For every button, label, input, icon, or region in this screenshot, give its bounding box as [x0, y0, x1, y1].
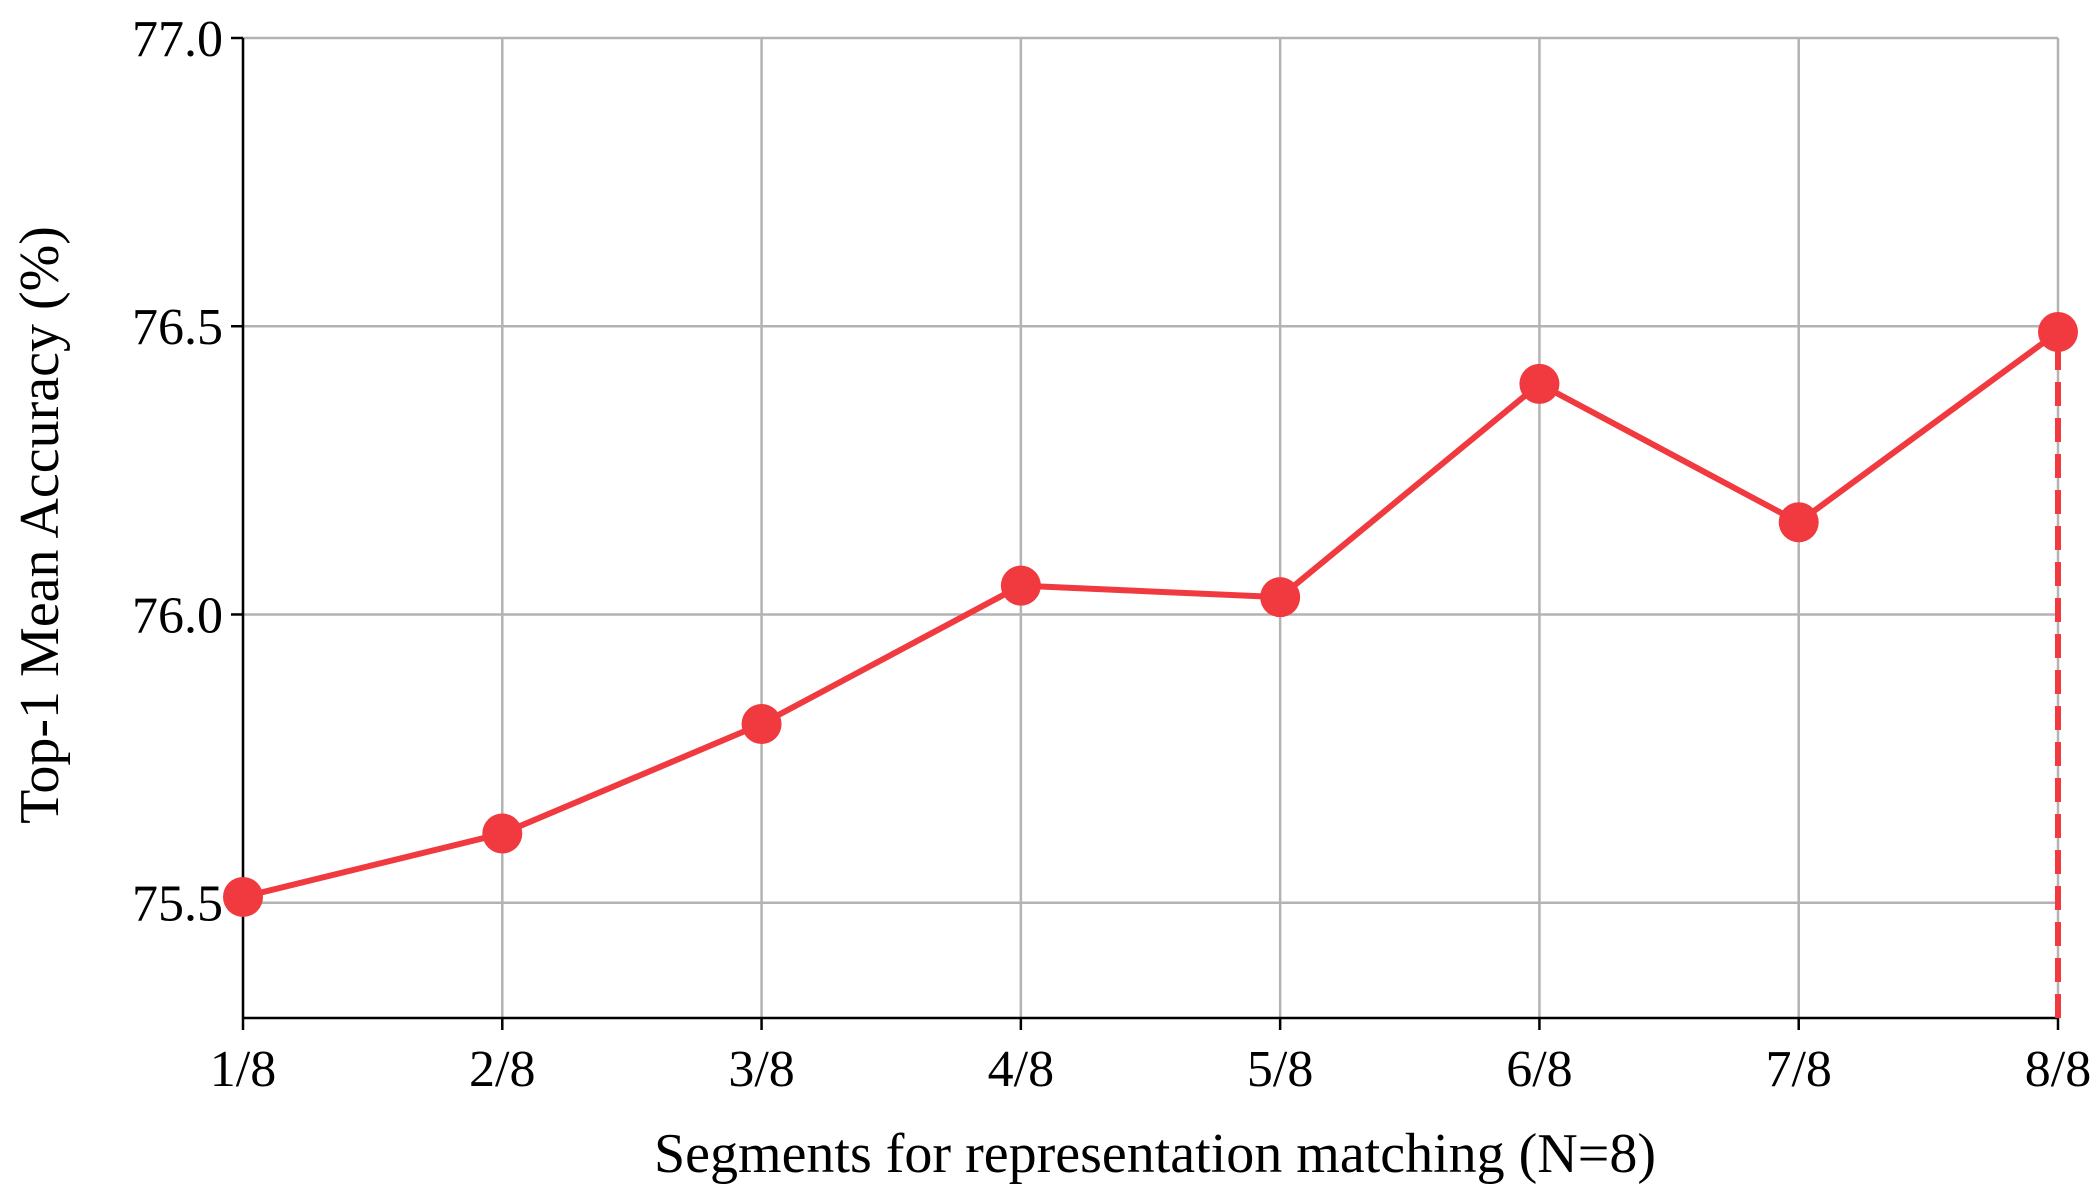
data-point-marker	[223, 876, 263, 917]
x-tick-label: 4/8	[988, 1041, 1054, 1098]
data-point-marker	[1519, 363, 1560, 404]
data-point-marker	[2038, 312, 2078, 352]
x-tick-label: 5/8	[1247, 1041, 1313, 1098]
data-point-marker	[1000, 565, 1041, 606]
y-axis-title: Top-1 Mean Accuracy (%)	[9, 226, 71, 824]
y-tick-label: 76.0	[132, 587, 223, 644]
x-tick-label: 2/8	[469, 1041, 535, 1098]
axes	[231, 36, 2060, 1030]
grid	[241, 36, 2060, 1018]
x-tick-label: 3/8	[728, 1041, 794, 1098]
x-tick-label: 8/8	[2025, 1041, 2091, 1098]
tick-labels: 75.5 76.0 76.5 77.0 1/8 2/8 3/8 4/8 5/8 6/8 7/8 8/8	[132, 11, 2091, 1098]
x-tick-label: 1/8	[210, 1041, 276, 1098]
y-tick-label: 75.5	[132, 876, 223, 933]
data-point-marker	[1778, 502, 1819, 543]
series-line	[240, 329, 2061, 900]
x-tick-label: 7/8	[1765, 1041, 1831, 1098]
data-point-marker	[1260, 577, 1301, 618]
y-tick-label: 76.5	[132, 299, 223, 356]
x-tick-label: 6/8	[1506, 1041, 1572, 1098]
data-point-marker	[741, 704, 782, 744]
series-group	[223, 312, 2078, 917]
y-tick-label: 77.0	[132, 11, 223, 68]
data-point-marker	[482, 813, 523, 854]
x-axis-title: Segments for representation matching (N=…	[654, 1123, 1656, 1185]
